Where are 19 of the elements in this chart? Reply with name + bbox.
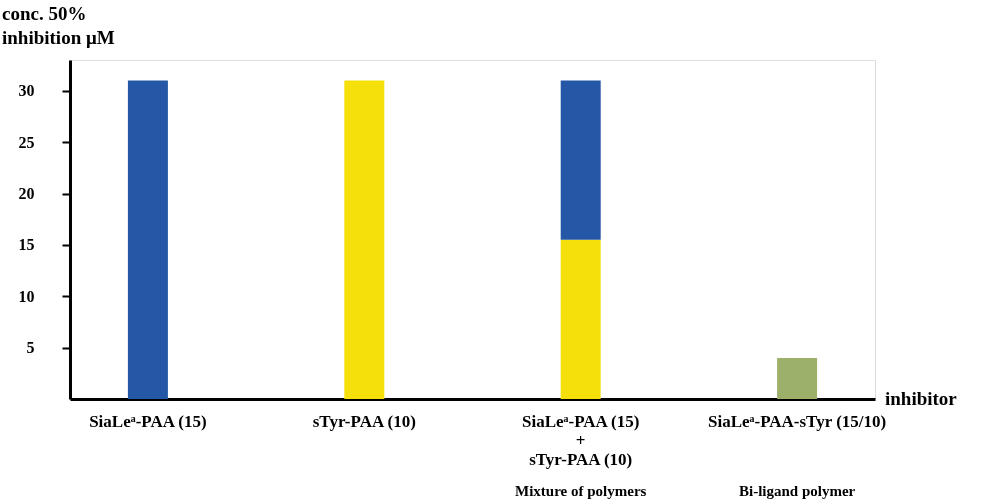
bar xyxy=(560,80,601,240)
x-tick-label: SiaLeᵃ-PAA-sTyr (15/10) xyxy=(707,411,887,431)
bar xyxy=(127,80,168,399)
x-tick-label: SiaLeᵃ-PAA (15) xyxy=(89,411,207,431)
text: Bi-ligand polymer xyxy=(738,483,856,499)
y-tick-label: 15 xyxy=(18,236,35,254)
x-tick-label: sTyr-PAA (10) xyxy=(312,411,416,431)
y-tick-label: 5 xyxy=(26,339,35,357)
x-axis-title: inhibitor xyxy=(885,388,958,409)
y-tick-label: 20 xyxy=(18,185,35,203)
bar xyxy=(344,80,385,399)
y-axis-title: conc. 50% inhibition μM xyxy=(2,3,115,48)
y-tick-label: 10 xyxy=(18,287,35,305)
bar xyxy=(777,357,818,399)
y-tick-label: 30 xyxy=(18,82,35,100)
text: Mixture of polymers xyxy=(515,483,647,499)
y-tick-label: 25 xyxy=(18,133,35,151)
x-tick-label: SiaLeᵃ-PAA (15) + sTyr-PAA (10) xyxy=(521,411,640,469)
bar xyxy=(560,239,601,399)
